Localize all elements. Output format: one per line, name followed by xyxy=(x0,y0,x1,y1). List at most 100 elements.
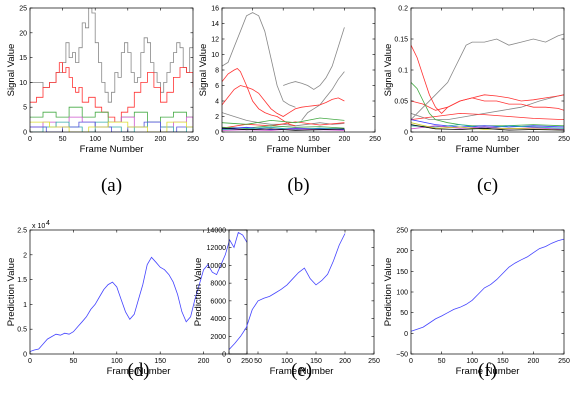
x-tick-label: 200 xyxy=(528,136,540,143)
subfigure-caption: (a) xyxy=(101,175,122,196)
x-tick-label: 100 xyxy=(466,136,478,143)
series-group xyxy=(229,233,346,350)
axes-frame xyxy=(29,229,248,355)
y-tick-label: 0 xyxy=(404,130,408,137)
series-line-c-4 xyxy=(411,112,564,120)
y-tick-label: 0 xyxy=(23,130,27,137)
x-tick-label: 250 xyxy=(558,136,570,143)
x-tick-label: 50 xyxy=(254,358,262,365)
axes-frame xyxy=(410,229,565,355)
y-tick-label: 12 xyxy=(211,37,219,44)
x-tick-label: 150 xyxy=(122,136,134,143)
x-tick-label: 0 xyxy=(28,136,32,143)
series-line-c-1 xyxy=(411,94,564,120)
y-tick-label: 0 xyxy=(23,352,27,359)
series-group xyxy=(222,12,345,131)
y-tick-label: 10000 xyxy=(207,263,227,270)
series-line-b-7 xyxy=(222,117,345,125)
subfigure-caption: (f) xyxy=(478,360,497,381)
x-axis-label: Frame Number xyxy=(270,366,334,377)
y-tick-label: 12000 xyxy=(207,245,227,252)
y-tick-label: 50 xyxy=(400,310,408,317)
y-tick-label: 0.15 xyxy=(394,37,408,44)
series-group xyxy=(30,231,247,352)
x-axis-label: Frame Number xyxy=(267,144,331,155)
series-line-b-5 xyxy=(222,85,345,117)
x-tick-label: 250 xyxy=(241,358,253,365)
scale-note: x 10 xyxy=(32,223,45,230)
y-tick-label: 25 xyxy=(19,6,27,13)
y-tick-label: 10 xyxy=(19,80,27,87)
scale-exponent: 4 xyxy=(46,220,50,227)
chart-c: 0 50 100 150 200 250 0 0.05 0.1 0.15 0.2 Frame Numb… xyxy=(383,6,570,197)
series-group xyxy=(30,8,193,132)
series-line-c-0 xyxy=(411,33,564,120)
x-tick-label: 200 xyxy=(528,358,540,365)
x-tick-label: 150 xyxy=(310,358,322,365)
y-tick-label: 4 xyxy=(215,99,219,106)
y-tick-label: 0 xyxy=(222,352,226,359)
x-tick-label: 50 xyxy=(438,358,446,365)
series-line-b-2 xyxy=(301,71,345,121)
y-tick-label: 0.1 xyxy=(398,68,408,75)
x-tick-label: 50 xyxy=(438,136,446,143)
y-tick-label: 8000 xyxy=(210,281,226,288)
x-tick-label: 0 xyxy=(409,136,413,143)
y-axis-label: Signal Value xyxy=(383,44,394,97)
series-line-c-2 xyxy=(411,45,564,114)
series-line-c-8 xyxy=(411,125,564,130)
y-tick-label: 8 xyxy=(215,68,219,75)
x-axis-label: Frame Number xyxy=(456,144,520,155)
series-line-a-1 xyxy=(30,62,193,123)
y-axis-label: Signal Value xyxy=(198,44,209,97)
subfigure-caption: (e) xyxy=(291,360,312,381)
y-tick-label: 20 xyxy=(19,30,27,37)
series-line-b-3 xyxy=(222,112,345,127)
series-line-c-5 xyxy=(411,82,564,127)
y-axis-label: Prediction Value xyxy=(6,258,17,326)
series-line-f-0 xyxy=(411,238,564,332)
chart-b: 0 50 100 150 200 250 0 2 4 6 8 10 12 14 16 Frame Number… xyxy=(198,6,381,197)
x-axis-label: Frame Number xyxy=(80,144,144,155)
subfigure-caption: (c) xyxy=(477,175,498,196)
y-tick-label: 0 xyxy=(404,331,408,338)
y-tick-label: 2 xyxy=(23,252,27,259)
x-tick-label: 50 xyxy=(70,358,78,365)
y-tick-label: 15 xyxy=(19,55,27,62)
series-line-c-3 xyxy=(411,94,564,111)
x-tick-label: 200 xyxy=(339,136,351,143)
x-tick-label: 250 xyxy=(368,358,380,365)
chart-a: 0 50 100 150 200 250 0 5 10 15 20 25 Frame Number Sig… xyxy=(6,6,199,197)
axes-frame xyxy=(29,7,194,133)
series-line-c-6 xyxy=(411,119,564,128)
series-line-a-4 xyxy=(30,121,193,132)
y-tick-label: 0 xyxy=(215,130,219,137)
series-line-b-0 xyxy=(222,12,296,108)
series-line-c-9 xyxy=(411,122,564,131)
y-tick-label: 2 xyxy=(215,114,219,121)
y-tick-label: 5 xyxy=(23,105,27,112)
x-axis-label: Frame Number xyxy=(107,366,171,377)
y-tick-label: 0.5 xyxy=(17,327,27,334)
y-tick-label: 1.5 xyxy=(17,277,27,284)
x-tick-label: 0 xyxy=(28,358,32,365)
y-tick-label: 0.05 xyxy=(394,99,408,106)
series-line-e-0 xyxy=(229,233,346,350)
y-tick-label: 6000 xyxy=(210,298,226,305)
y-tick-label: 2.5 xyxy=(17,228,27,235)
y-axis-label: Prediction Value xyxy=(383,258,394,326)
y-tick-label: 14000 xyxy=(207,228,227,235)
series-line-a-6 xyxy=(30,121,193,132)
series-line-b-4 xyxy=(222,68,296,127)
x-tick-label: 150 xyxy=(308,136,320,143)
series-line-d-0 xyxy=(30,231,247,352)
y-tick-label: 4000 xyxy=(210,316,226,323)
y-tick-label: 100 xyxy=(396,290,408,297)
chart-e: 0 50 100 150 200 250 0 2000 4000 6000 8000 10000 120… xyxy=(193,228,380,382)
x-tick-label: 250 xyxy=(187,136,199,143)
x-tick-label: 100 xyxy=(281,358,293,365)
y-tick-label: 16 xyxy=(211,6,219,13)
x-tick-label: 100 xyxy=(466,358,478,365)
